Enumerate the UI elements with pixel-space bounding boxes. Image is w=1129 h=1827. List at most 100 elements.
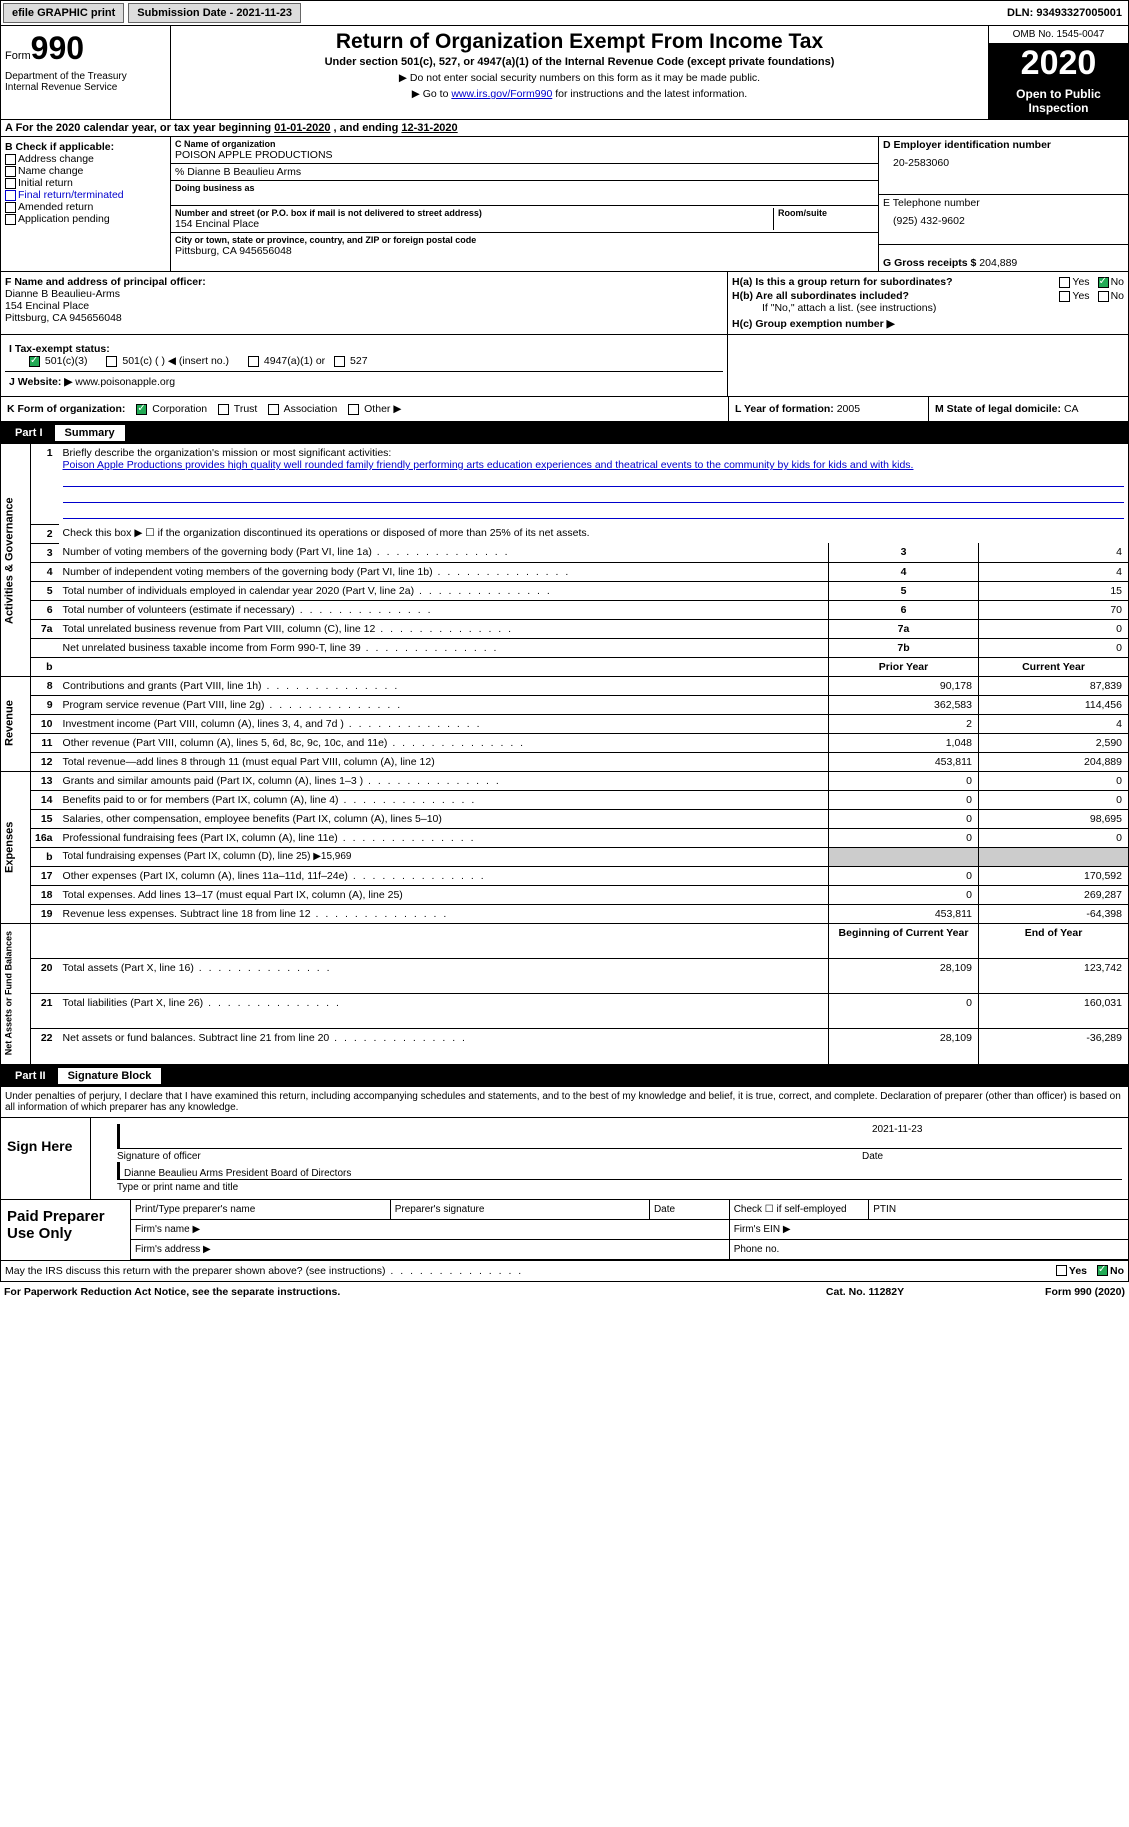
officer-group-block: F Name and address of principal officer:… bbox=[0, 272, 1129, 335]
form-word: Form bbox=[5, 50, 31, 62]
table-header-row: bPrior YearCurrent Year bbox=[1, 657, 1129, 676]
line-desc: Number of voting members of the governin… bbox=[59, 543, 829, 562]
section-b: B Check if applicable: Address change Na… bbox=[1, 137, 171, 271]
line-desc: Net assets or fund balances. Subtract li… bbox=[59, 1029, 829, 1064]
irs-link[interactable]: www.irs.gov/Form990 bbox=[451, 88, 552, 100]
dba-value bbox=[175, 193, 874, 203]
current-val: 0 bbox=[979, 790, 1129, 809]
sign-here-label: Sign Here bbox=[1, 1118, 91, 1199]
hb-label: H(b) Are all subordinates included? bbox=[732, 290, 1059, 302]
discuss-yes-checkbox[interactable] bbox=[1056, 1265, 1067, 1276]
check-name-change[interactable]: Name change bbox=[5, 165, 166, 177]
prior-val: 0 bbox=[829, 809, 979, 828]
sign-date: 2021-11-23 bbox=[862, 1124, 1122, 1148]
officer-addr2: Pittsburg, CA 945656048 bbox=[5, 312, 723, 324]
begin-val: 28,109 bbox=[829, 1029, 979, 1064]
check-application-pending[interactable]: Application pending bbox=[5, 213, 166, 225]
sig-officer-label: Signature of officer bbox=[117, 1151, 862, 1162]
ein-label: D Employer identification number bbox=[883, 139, 1124, 151]
corporation-checkbox[interactable] bbox=[136, 404, 147, 415]
527-checkbox[interactable] bbox=[334, 356, 345, 367]
check-amended[interactable]: Amended return bbox=[5, 201, 166, 213]
period-mid: , and ending bbox=[334, 122, 402, 134]
begin-val: 0 bbox=[829, 994, 979, 1029]
yes-label-2: Yes bbox=[1072, 290, 1089, 302]
opt-other: Other ▶ bbox=[364, 403, 401, 415]
table-row: 3Number of voting members of the governi… bbox=[1, 543, 1129, 562]
current-val: 204,889 bbox=[979, 752, 1129, 771]
line-1-num: 1 bbox=[31, 444, 59, 524]
sidelabel-revenue: Revenue bbox=[1, 676, 31, 771]
line-val: 0 bbox=[979, 619, 1129, 638]
check-address-change[interactable]: Address change bbox=[5, 153, 166, 165]
phone-label: E Telephone number bbox=[883, 197, 1124, 209]
hb-yes-checkbox[interactable] bbox=[1059, 291, 1070, 302]
hc-label: H(c) Group exemption number ▶ bbox=[732, 318, 1124, 330]
firm-ein-label: Firm's EIN ▶ bbox=[729, 1219, 1128, 1239]
part2-header: Part II Signature Block bbox=[0, 1065, 1129, 1087]
line-box: 6 bbox=[829, 600, 979, 619]
hb-note: If "No," attach a list. (see instruction… bbox=[732, 302, 1124, 314]
current-val: 0 bbox=[979, 771, 1129, 790]
association-checkbox[interactable] bbox=[268, 404, 279, 415]
paperwork-notice: For Paperwork Reduction Act Notice, see … bbox=[4, 1286, 765, 1298]
submission-date-button[interactable]: Submission Date - 2021-11-23 bbox=[128, 3, 301, 23]
dln-label: DLN: 93493327005001 bbox=[1001, 7, 1128, 19]
form-header: Form990 Department of the Treasury Inter… bbox=[0, 26, 1129, 120]
period-label: A For the 2020 calendar year, or tax yea… bbox=[5, 122, 274, 134]
check-initial-return[interactable]: Initial return bbox=[5, 177, 166, 189]
prior-val: 0 bbox=[829, 828, 979, 847]
501c3-checkbox[interactable] bbox=[29, 356, 40, 367]
form-number: 990 bbox=[31, 30, 84, 66]
title-box: Return of Organization Exempt From Incom… bbox=[171, 26, 988, 119]
city-state-zip: Pittsburg, CA 945656048 bbox=[175, 245, 874, 257]
officer-typed-name: Dianne Beaulieu Arms President Board of … bbox=[117, 1162, 1122, 1179]
table-row: 5Total number of individuals employed in… bbox=[1, 581, 1129, 600]
prior-val: 362,583 bbox=[829, 695, 979, 714]
summary-table: Activities & Governance 1 Briefly descri… bbox=[0, 444, 1129, 1065]
501c-checkbox[interactable] bbox=[106, 356, 117, 367]
sidelabel-netassets: Net Assets or Fund Balances bbox=[1, 923, 31, 1064]
ha-yes-checkbox[interactable] bbox=[1059, 277, 1070, 288]
current-val: 98,695 bbox=[979, 809, 1129, 828]
check-final-return[interactable]: Final return/terminated bbox=[5, 189, 166, 201]
line-val: 0 bbox=[979, 638, 1129, 657]
discuss-no-checkbox[interactable] bbox=[1097, 1265, 1108, 1276]
col-prior-header: Prior Year bbox=[829, 657, 979, 676]
ha-no-checkbox[interactable] bbox=[1098, 277, 1109, 288]
form-subtitle: Under section 501(c), 527, or 4947(a)(1)… bbox=[179, 56, 980, 68]
trust-checkbox[interactable] bbox=[218, 404, 229, 415]
tax-period-row: A For the 2020 calendar year, or tax yea… bbox=[0, 120, 1129, 137]
col-current-header: Current Year bbox=[979, 657, 1129, 676]
grey-cell bbox=[979, 847, 1129, 866]
col-begin-header: Beginning of Current Year bbox=[829, 923, 979, 958]
efile-graphic-button[interactable]: efile GRAPHIC print bbox=[3, 3, 124, 23]
other-checkbox[interactable] bbox=[348, 404, 359, 415]
dba-label: Doing business as bbox=[175, 183, 874, 193]
section-d: D Employer identification number 20-2583… bbox=[878, 137, 1128, 271]
self-employed-check[interactable]: Check ☐ if self-employed bbox=[729, 1200, 869, 1220]
line-desc: Other expenses (Part IX, column (A), lin… bbox=[59, 866, 829, 885]
line-2-desc: Check this box ▶ ☐ if the organization d… bbox=[59, 524, 1129, 543]
yes-label: Yes bbox=[1072, 276, 1089, 288]
4947-checkbox[interactable] bbox=[248, 356, 259, 367]
penalty-statement: Under penalties of perjury, I declare th… bbox=[0, 1087, 1129, 1118]
table-row: 4Number of independent voting members of… bbox=[1, 562, 1129, 581]
period-begin: 01-01-2020 bbox=[274, 122, 330, 134]
firm-phone-label: Phone no. bbox=[729, 1239, 1128, 1259]
ptin-header: PTIN bbox=[869, 1200, 1128, 1220]
current-val: 269,287 bbox=[979, 885, 1129, 904]
paid-preparer-label: Paid Preparer Use Only bbox=[1, 1200, 131, 1260]
prior-val: 0 bbox=[829, 771, 979, 790]
line-val: 4 bbox=[979, 562, 1129, 581]
no-label-2: No bbox=[1111, 290, 1124, 302]
table-row: 6Total number of volunteers (estimate if… bbox=[1, 600, 1129, 619]
note-ssn: ▶ Do not enter social security numbers o… bbox=[179, 72, 980, 84]
line-val: 70 bbox=[979, 600, 1129, 619]
hb-no-checkbox[interactable] bbox=[1098, 291, 1109, 302]
line-box: 4 bbox=[829, 562, 979, 581]
sidelabel-governance: Activities & Governance bbox=[1, 444, 31, 676]
current-val: 114,456 bbox=[979, 695, 1129, 714]
end-val: 123,742 bbox=[979, 958, 1129, 993]
end-val: 160,031 bbox=[979, 994, 1129, 1029]
